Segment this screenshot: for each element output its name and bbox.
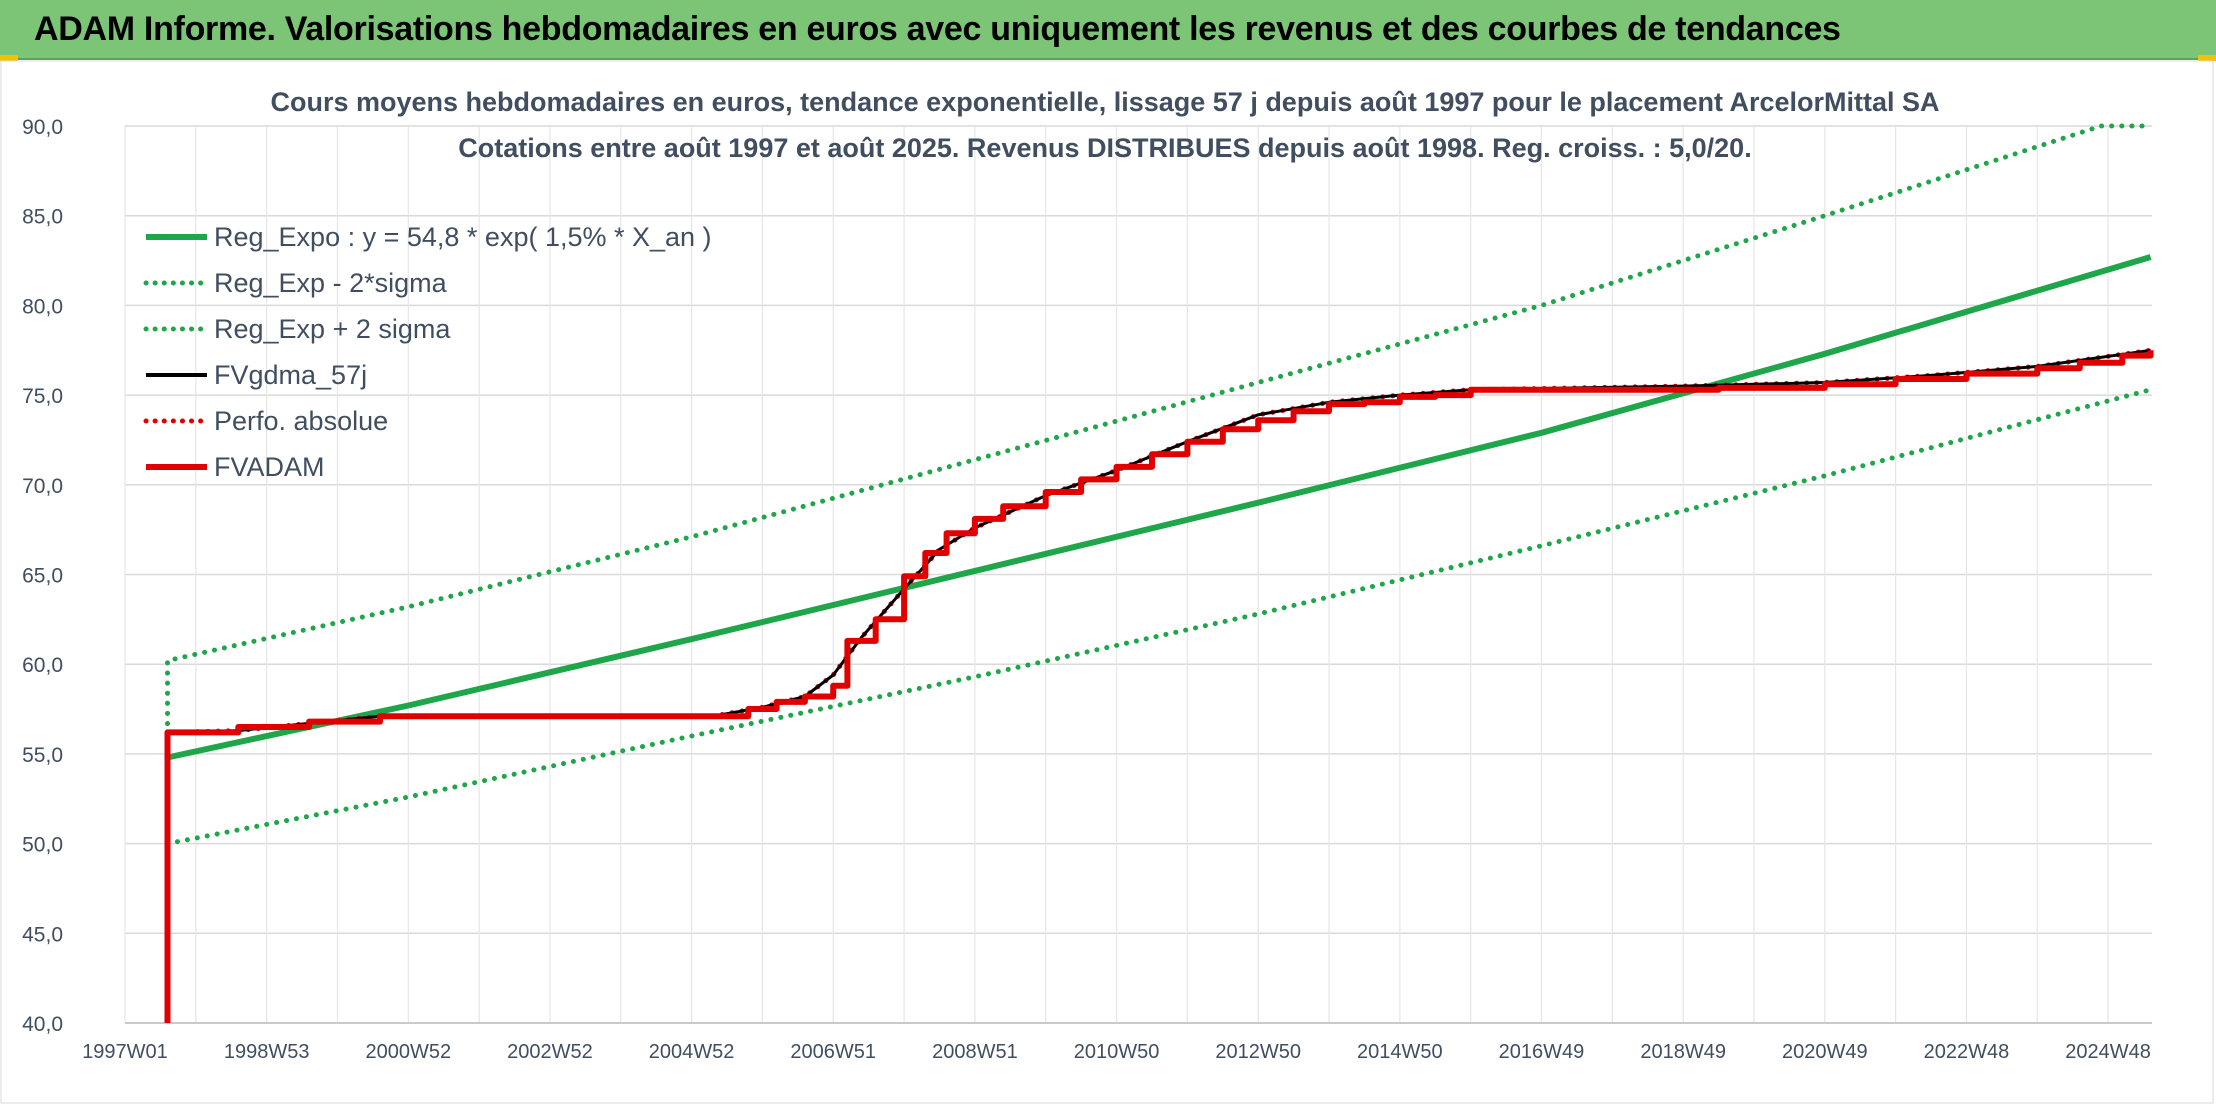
x-tick-label: 2024W48 <box>2065 1041 2151 1063</box>
y-tick-label: 75,0 <box>22 385 63 408</box>
legend-label: Reg_Exp + 2 sigma <box>214 314 451 344</box>
x-tick-label: 2020W49 <box>1782 1041 1868 1063</box>
legend-label: FVADAM <box>214 452 325 482</box>
x-tick-label: 1997W01 <box>82 1041 168 1063</box>
series <box>164 123 2154 1023</box>
legend-label: FVgdma_57j <box>214 360 367 390</box>
line-chart: 40,0 45,0 50,0 55,0 60,0 65,0 70,0 75,0 80,0 85,0… <box>0 60 2214 1104</box>
y-tick-label: 80,0 <box>22 295 63 318</box>
corner-marker-right <box>2198 55 2216 61</box>
x-tick-label: 2012W50 <box>1215 1041 1301 1063</box>
y-tick-label: 65,0 <box>22 565 63 588</box>
x-tick-label: 1998W53 <box>224 1041 310 1063</box>
x-tick-label: 2018W49 <box>1640 1041 1726 1063</box>
x-tick-label: 2002W52 <box>507 1041 593 1063</box>
legend-label: Perfo. absolue <box>214 406 388 436</box>
series-line-5 <box>164 350 2154 1023</box>
report-title: ADAM Informe. Valorisations hebdomadaire… <box>34 10 1841 48</box>
y-tick-label: 55,0 <box>22 744 63 767</box>
x-tick-label: 2014W50 <box>1357 1041 1443 1063</box>
grid <box>124 125 2152 1024</box>
y-tick-label: 90,0 <box>22 116 63 139</box>
x-tick-label: 2004W52 <box>649 1041 735 1063</box>
chart-subtitle: Cotations entre août 1997 et août 2025. … <box>458 133 1751 163</box>
x-tick-label: 2022W48 <box>1924 1041 2010 1063</box>
x-tick-label: 2016W49 <box>1499 1041 1585 1063</box>
legend-label: Reg_Expo : y = 54,8 * exp( 1,5% * X_an ) <box>214 222 712 252</box>
series-line-1 <box>165 387 2154 847</box>
y-tick-label: 50,0 <box>22 834 63 857</box>
y-tick-label: 60,0 <box>22 654 63 677</box>
x-tick-label: 2006W51 <box>790 1041 876 1063</box>
x-tick-label: 2000W52 <box>365 1041 451 1063</box>
report-banner: ADAM Informe. Valorisations hebdomadaire… <box>0 0 2216 60</box>
chart-frame <box>0 60 2214 1104</box>
series-line-2 <box>165 123 2154 757</box>
y-tick-label: 85,0 <box>22 206 63 229</box>
y-tick-label: 40,0 <box>22 1013 63 1036</box>
legend-label: Reg_Exp - 2*sigma <box>214 268 448 298</box>
x-tick-label: 2008W51 <box>932 1041 1018 1063</box>
x-tick-label: 2010W50 <box>1074 1041 1160 1063</box>
series-line-0 <box>166 254 2152 761</box>
chart-title: Cours moyens hebdomadaires en euros, ten… <box>270 87 1939 117</box>
legend: Reg_Expo : y = 54,8 * exp( 1,5% * X_an )… <box>143 222 712 482</box>
y-tick-label: 45,0 <box>22 923 63 946</box>
corner-marker-left <box>0 55 18 61</box>
axes: 40,0 45,0 50,0 55,0 60,0 65,0 70,0 75,0 80,0 85,0… <box>22 116 2152 1063</box>
y-tick-label: 70,0 <box>22 475 63 498</box>
